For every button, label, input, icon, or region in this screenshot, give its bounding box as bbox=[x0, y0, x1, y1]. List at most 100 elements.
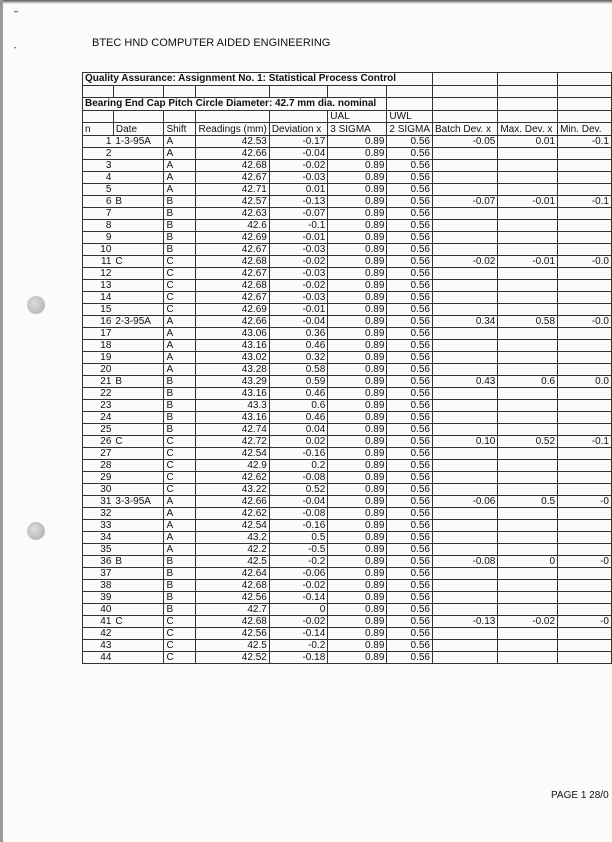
cell-batch-dev bbox=[431, 590, 499, 604]
empty-cell bbox=[386, 84, 433, 99]
cell-uwl-2sigma: 0.56 bbox=[386, 518, 433, 532]
cell-n: 41 bbox=[82, 614, 114, 628]
cell-n: 38 bbox=[82, 578, 114, 592]
cell-n: 43 bbox=[82, 638, 114, 652]
cell-reading: 42.74 bbox=[195, 422, 270, 436]
cell-date: B bbox=[113, 194, 165, 208]
cell-batch-dev bbox=[431, 206, 499, 220]
table-row: 25 B 42.74 0.04 0.89 0.56 bbox=[82, 422, 612, 436]
table-row: 29 C 42.62 -0.08 0.89 0.56 bbox=[82, 470, 612, 484]
cell-ual-3sigma: 0.89 bbox=[327, 650, 388, 664]
cell-min-dev bbox=[557, 278, 612, 292]
table-row: 19 A 43.02 0.32 0.89 0.56 bbox=[82, 350, 612, 364]
cell-ual-3sigma: 0.89 bbox=[327, 158, 388, 172]
table-row: 2 A 42.66 -0.04 0.89 0.56 bbox=[82, 146, 612, 160]
scan-speck: •• bbox=[14, 10, 19, 16]
table-row: 21 B B 43.29 0.59 0.89 0.56 0.43 0.6 0.0 bbox=[82, 374, 612, 388]
cell-ual-3sigma: 0.89 bbox=[327, 506, 388, 520]
cell-deviation: 0.59 bbox=[268, 374, 329, 388]
cell-ual-3sigma: 0.89 bbox=[327, 374, 388, 388]
cell-ual-3sigma: 0.89 bbox=[327, 314, 388, 328]
cell-deviation: 0.32 bbox=[268, 350, 329, 364]
empty-cell bbox=[557, 72, 612, 86]
uwl-header: UWL bbox=[386, 109, 433, 124]
cell-reading: 42.67 bbox=[195, 266, 270, 280]
cell-date bbox=[113, 206, 165, 220]
table-row: 28 C 42.9 0.2 0.89 0.56 bbox=[82, 458, 612, 472]
cell-n: 34 bbox=[82, 530, 114, 544]
cell-n: 1 bbox=[82, 134, 114, 148]
cell-min-dev: -0.0 bbox=[557, 314, 612, 328]
cell-max-dev bbox=[497, 506, 559, 520]
cell-shift: C bbox=[163, 446, 197, 460]
cell-deviation: -0.04 bbox=[268, 314, 329, 328]
cell-max-dev: 0.58 bbox=[497, 314, 559, 328]
cell-uwl-2sigma: 0.56 bbox=[386, 278, 433, 292]
cell-date bbox=[113, 650, 165, 664]
empty-cell bbox=[431, 84, 499, 99]
cell-batch-dev: 0.43 bbox=[431, 374, 499, 388]
table-row: 12 C 42.67 -0.03 0.89 0.56 bbox=[82, 266, 612, 280]
cell-deviation: 0.2 bbox=[268, 458, 329, 472]
cell-max-dev bbox=[497, 590, 559, 604]
cell-date bbox=[113, 506, 165, 520]
cell-ual-3sigma: 0.89 bbox=[327, 338, 388, 352]
cell-date bbox=[113, 146, 165, 160]
cell-ual-3sigma: 0.89 bbox=[327, 566, 388, 580]
cell-uwl-2sigma: 0.56 bbox=[386, 530, 433, 544]
cell-ual-3sigma: 0.89 bbox=[327, 602, 388, 616]
cell-max-dev bbox=[497, 326, 559, 340]
table-row: 1 1-3-95A A 42.53 -0.17 0.89 0.56 -0.05 0.01 -0.1 bbox=[82, 134, 612, 148]
cell-n: 33 bbox=[82, 518, 114, 532]
scan-edge-shadow-left bbox=[0, 0, 3, 842]
cell-date bbox=[113, 158, 165, 172]
cell-max-dev bbox=[497, 290, 559, 304]
cell-reading: 42.2 bbox=[195, 542, 270, 556]
cell-batch-dev: 0.34 bbox=[431, 314, 499, 328]
cell-date bbox=[113, 242, 165, 256]
cell-n: 31 bbox=[82, 494, 114, 508]
cell-uwl-2sigma: 0.56 bbox=[386, 458, 433, 472]
cell-reading: 42.62 bbox=[195, 506, 270, 520]
cell-shift: C bbox=[163, 626, 197, 640]
cell-max-dev bbox=[497, 542, 559, 556]
cell-uwl-2sigma: 0.56 bbox=[386, 374, 433, 388]
cell-ual-3sigma: 0.89 bbox=[327, 242, 388, 256]
cell-max-dev bbox=[497, 338, 559, 352]
empty-cell bbox=[557, 97, 612, 111]
cell-batch-dev: 0.10 bbox=[431, 434, 499, 448]
cell-reading: 42.64 bbox=[195, 566, 270, 580]
cell-max-dev bbox=[497, 530, 559, 544]
table-row: 32 A 42.62 -0.08 0.89 0.56 bbox=[82, 506, 612, 520]
cell-deviation: -0.13 bbox=[268, 194, 329, 208]
page-footer: PAGE 1 28/0 bbox=[551, 790, 609, 801]
cell-batch-dev bbox=[431, 218, 499, 232]
cell-deviation: -0.1 bbox=[268, 218, 329, 232]
cell-shift: A bbox=[163, 518, 197, 532]
cell-min-dev: 0.0 bbox=[557, 374, 612, 388]
cell-max-dev bbox=[497, 422, 559, 436]
empty-cell bbox=[497, 84, 559, 99]
cell-reading: 43.22 bbox=[195, 482, 270, 496]
cell-batch-dev bbox=[431, 650, 499, 664]
cell-shift: A bbox=[163, 158, 197, 172]
table-row: 33 A 42.54 -0.16 0.89 0.56 bbox=[82, 518, 612, 532]
cell-ual-3sigma: 0.89 bbox=[327, 542, 388, 556]
cell-ual-3sigma: 0.89 bbox=[327, 230, 388, 244]
cell-date bbox=[113, 398, 165, 412]
cell-n: 8 bbox=[82, 218, 114, 232]
cell-reading: 42.54 bbox=[195, 518, 270, 532]
table-row: 24 B 43.16 0.46 0.89 0.56 bbox=[82, 410, 612, 424]
column-header: Date bbox=[112, 122, 165, 136]
cell-ual-3sigma: 0.89 bbox=[327, 362, 388, 376]
cell-shift: B bbox=[163, 398, 197, 412]
cell-deviation: -0.2 bbox=[268, 554, 329, 568]
cell-ual-3sigma: 0.89 bbox=[327, 182, 388, 196]
cell-min-dev bbox=[557, 422, 612, 436]
empty-cell bbox=[112, 109, 165, 124]
cell-date bbox=[113, 362, 165, 376]
cell-min-dev bbox=[557, 326, 612, 340]
cell-date bbox=[113, 446, 165, 460]
cell-n: 2 bbox=[82, 146, 114, 160]
cell-min-dev bbox=[557, 170, 612, 184]
